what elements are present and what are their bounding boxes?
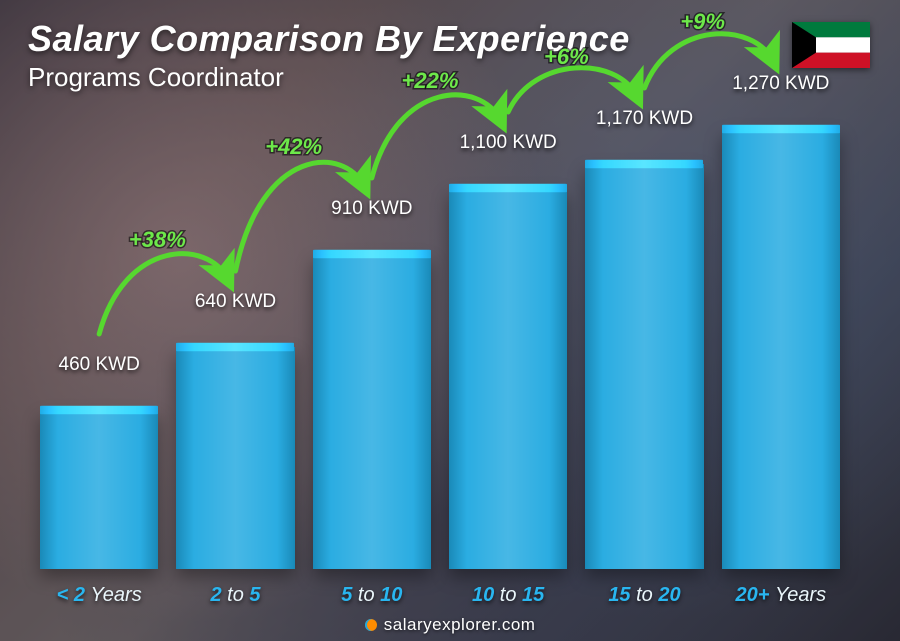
- bar-column: 1,100 KWD: [449, 188, 567, 569]
- footer-site: salaryexplorer.com: [384, 615, 536, 634]
- x-label: 15 to 20: [585, 584, 703, 607]
- x-label: < 2 Years: [40, 584, 158, 607]
- change-arc-label: +9%: [680, 9, 725, 34]
- bar-wrap: [176, 347, 294, 569]
- bar: [722, 129, 840, 569]
- bar-column: 1,270 KWD: [722, 129, 840, 569]
- bar-wrap: [313, 254, 431, 569]
- bar-wrap: [449, 188, 567, 569]
- footer: salaryexplorer.com: [0, 615, 900, 635]
- bar-value-label: 910 KWD: [289, 198, 455, 220]
- x-label: 10 to 15: [449, 584, 567, 607]
- bar: [585, 164, 703, 569]
- bar-chart: 460 KWD640 KWD910 KWD1,100 KWD1,170 KWD1…: [40, 109, 840, 569]
- bar-value-label: 1,170 KWD: [562, 108, 728, 130]
- bar: [449, 188, 567, 569]
- country-flag-icon: [792, 22, 870, 68]
- infographic-stage: Salary Comparison By Experience Programs…: [0, 0, 900, 641]
- bar-value-label: 1,270 KWD: [698, 73, 864, 95]
- x-axis-labels: < 2 Years 2 to 5 5 to 10 10 to 15 15 to 20 20…: [40, 584, 840, 607]
- bar: [40, 410, 158, 569]
- bar-value-label: 460 KWD: [16, 354, 182, 376]
- title-block: Salary Comparison By Experience Programs…: [28, 18, 630, 93]
- x-label: 5 to 10: [313, 584, 431, 607]
- bar-column: 910 KWD: [313, 254, 431, 569]
- bar-wrap: [722, 129, 840, 569]
- x-label: 20+ Years: [722, 584, 840, 607]
- bar-wrap: [585, 164, 703, 569]
- bar: [176, 347, 294, 569]
- logo-icon: [365, 619, 377, 631]
- x-label: 2 to 5: [176, 584, 294, 607]
- title-main: Salary Comparison By Experience: [28, 18, 630, 60]
- bar: [313, 254, 431, 569]
- bar-column: 460 KWD: [40, 410, 158, 569]
- bar-column: 640 KWD: [176, 347, 294, 569]
- bar-value-label: 640 KWD: [153, 291, 319, 313]
- bar-wrap: [40, 410, 158, 569]
- bar-column: 1,170 KWD: [585, 164, 703, 569]
- bar-value-label: 1,100 KWD: [425, 132, 591, 154]
- title-sub: Programs Coordinator: [28, 62, 630, 93]
